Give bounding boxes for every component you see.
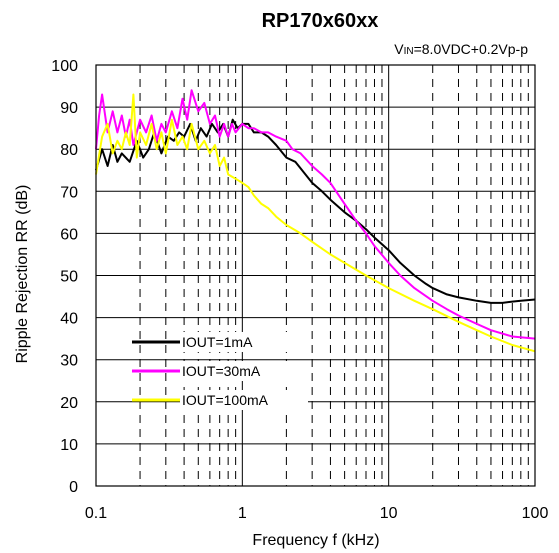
subtitle-prefix: V (394, 41, 404, 57)
x-tick-label: 100 (522, 505, 549, 522)
plot-frame (95, 64, 536, 487)
x-tick-label: 1 (238, 505, 247, 522)
chart-title: RP170x60xx (262, 10, 379, 32)
y-tick-label: 0 (69, 479, 78, 496)
y-tick-label: 60 (60, 226, 78, 243)
y-tick-label: 40 (60, 311, 78, 328)
legend-label: IOUT=1mA (182, 334, 253, 350)
y-axis-ticks: 0 10 20 30 40 50 60 70 80 90 100 (51, 58, 78, 496)
y-tick-label: 10 (60, 437, 78, 454)
legend: IOUT=1mA IOUT=30mA IOUT=100mA (132, 332, 308, 410)
x-axis-ticks: 0.1 1 10 100 (85, 505, 549, 522)
series-line-1 (95, 118, 536, 304)
subtitle-suffix: =8.0VDC+0.2Vp-p (414, 41, 529, 57)
y-tick-label: 30 (60, 353, 78, 370)
chart-subtitle: VIN=8.0VDC+0.2Vp-p (394, 41, 528, 57)
legend-label: IOUT=100mA (182, 392, 269, 408)
x-tick-label: 10 (380, 505, 398, 522)
x-axis-label: Frequency f (kHz) (252, 532, 379, 549)
y-tick-label: 90 (60, 100, 78, 117)
y-tick-label: 70 (60, 184, 78, 201)
y-tick-label: 50 (60, 269, 78, 286)
legend-label-background (180, 332, 308, 352)
y-tick-label: 100 (51, 58, 78, 75)
grid (95, 64, 536, 487)
legend-label-background (180, 361, 308, 381)
subtitle-subscript: IN (404, 46, 414, 57)
series-line-2 (95, 89, 536, 340)
x-tick-label: 0.1 (85, 505, 107, 522)
legend-label-background (180, 390, 308, 410)
series-line-3 (95, 93, 536, 353)
y-tick-label: 20 (60, 395, 78, 412)
legend-label: IOUT=30mA (182, 363, 261, 379)
y-tick-label: 80 (60, 142, 78, 159)
series-lines (95, 89, 536, 353)
y-axis-label: Ripple Rejection RR (dB) (14, 185, 31, 364)
